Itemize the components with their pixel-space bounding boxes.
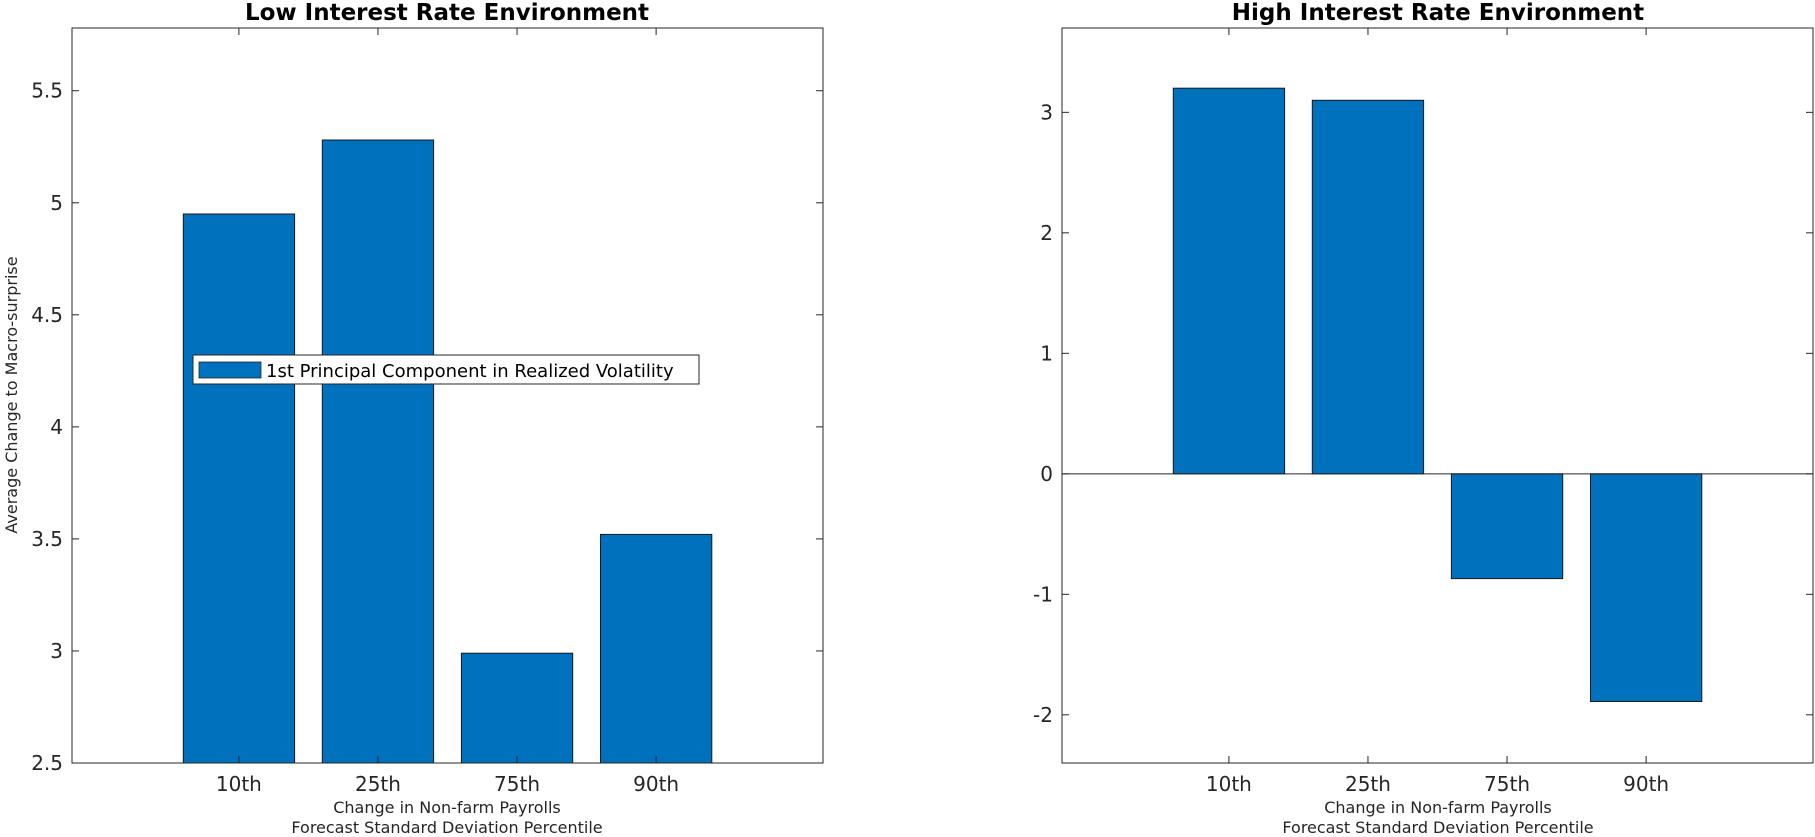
x-axis-ticks: 10th 25th 75th 90th bbox=[216, 28, 679, 796]
y-tick-label: 1 bbox=[1040, 341, 1053, 365]
x-axis-label-line-1: Change in Non-farm Payrolls bbox=[1324, 798, 1552, 817]
y-tick-label: 4 bbox=[50, 415, 63, 439]
bar-25th bbox=[321, 139, 435, 764]
chart-title: Low Interest Rate Environment bbox=[245, 0, 649, 26]
y-tick-label: 4.5 bbox=[31, 303, 63, 327]
bar-90th bbox=[1590, 473, 1703, 702]
legend-entry-label: 1st Principal Component in Realized Vola… bbox=[266, 361, 674, 382]
x-tick-label: 25th bbox=[1345, 772, 1391, 796]
bar-75th bbox=[460, 652, 574, 764]
x-tick-label: 75th bbox=[1484, 772, 1530, 796]
bar-group bbox=[182, 139, 713, 764]
legend-swatch bbox=[198, 361, 262, 379]
y-tick-label: 3 bbox=[1040, 100, 1053, 124]
bar-75th bbox=[1450, 473, 1564, 580]
y-tick-label: 0 bbox=[1040, 462, 1053, 486]
y-tick-label: 2 bbox=[1040, 221, 1053, 245]
plot-frame bbox=[71, 27, 824, 764]
y-tick-label: -2 bbox=[1033, 703, 1053, 727]
bar-10th bbox=[182, 213, 296, 764]
x-tick-label: 90th bbox=[1623, 772, 1669, 796]
bar-25th bbox=[1311, 99, 1425, 475]
y-axis-label: Average Change to Macro-surprise bbox=[2, 256, 21, 533]
y-tick-label: 2.5 bbox=[31, 751, 63, 775]
chart-panel-low-rate: Low Interest Rate Environment 2.5 3 3.5 4 4.… bbox=[2, 0, 824, 837]
x-axis-label-line-1: Change in Non-farm Payrolls bbox=[333, 798, 561, 817]
legend-box bbox=[192, 354, 700, 385]
y-tick-label: 3 bbox=[50, 639, 63, 663]
legend: 1st Principal Component in Realized Vola… bbox=[192, 354, 700, 385]
x-tick-label: 75th bbox=[494, 772, 540, 796]
x-tick-label: 10th bbox=[1206, 772, 1252, 796]
y-tick-label: 5 bbox=[50, 191, 63, 215]
y-tick-label: 5.5 bbox=[31, 79, 63, 103]
x-axis-label-line-2: Forecast Standard Deviation Percentile bbox=[1282, 818, 1593, 837]
y-tick-label: 3.5 bbox=[31, 527, 63, 551]
bar-90th bbox=[600, 533, 713, 764]
bar-group bbox=[1172, 87, 1703, 702]
x-tick-label: 90th bbox=[633, 772, 679, 796]
chart-panel-high-rate: High Interest Rate Environment -2-10123 … bbox=[1033, 0, 1814, 837]
chart-title: High Interest Rate Environment bbox=[1232, 0, 1644, 26]
y-axis-ticks: -2 -1 0 1 2 3 bbox=[1033, 100, 1813, 727]
plot-frame bbox=[1061, 27, 1814, 764]
x-axis-ticks: 10th 25th 75th 90th bbox=[1206, 28, 1669, 796]
y-axis-ticks: 2.5 3 3.5 4 4.5 5 5.5 bbox=[31, 79, 823, 775]
x-axis-label-line-2: Forecast Standard Deviation Percentile bbox=[291, 818, 602, 837]
y-tick-label: -1 bbox=[1033, 582, 1053, 606]
x-tick-label: 10th bbox=[216, 772, 262, 796]
bar-10th bbox=[1172, 87, 1286, 475]
x-tick-label: 25th bbox=[355, 772, 401, 796]
